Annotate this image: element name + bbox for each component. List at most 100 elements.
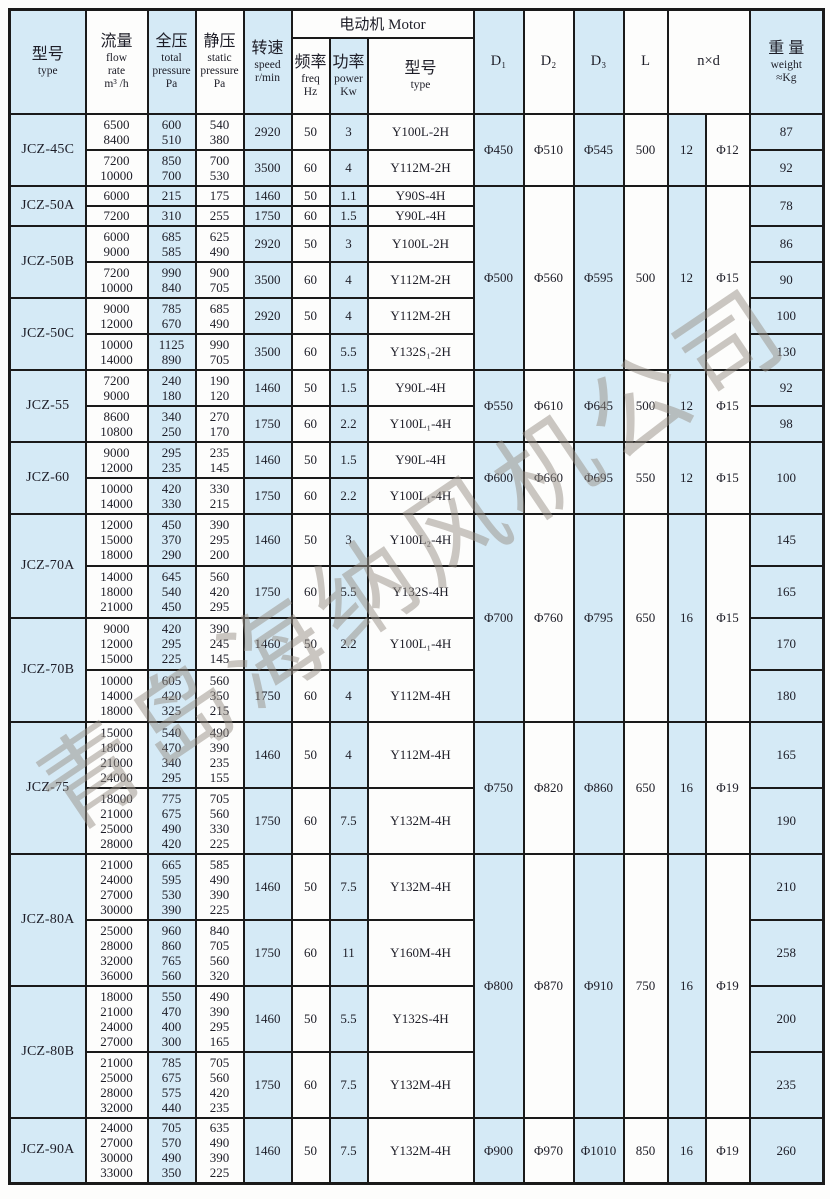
motor-type-cell: Y90L-4H	[366, 440, 475, 479]
power-cell: 4	[328, 668, 369, 723]
header-motor-type-en: type	[410, 79, 431, 92]
l-cell: 650	[622, 720, 669, 855]
d1-cell: Φ900	[472, 1116, 525, 1185]
static-pressure-cell: 560 350 215	[194, 668, 245, 723]
power-cell: 3	[328, 224, 369, 263]
total-pressure-cell: 605 420 325	[146, 668, 197, 723]
d-cell: Φ12	[704, 112, 751, 187]
power-cell: 1.5	[328, 440, 369, 479]
static-pressure-cell: 900 705	[194, 260, 245, 299]
table-row: 25000 28000 32000 36000 960 860 765 560 84…	[10, 918, 825, 987]
d2-cell: Φ970	[522, 1116, 575, 1185]
motor-type-cell: Y112M-2H	[366, 260, 475, 299]
flow-cell: 10000 14000	[84, 332, 149, 371]
weight-cell: 258	[748, 918, 825, 987]
table-row: JCZ-90A 24000 27000 30000 33000 705 570 49…	[8, 1116, 825, 1185]
n-cell: 12	[666, 112, 707, 187]
speed-cell: 1460	[242, 184, 293, 207]
motor-type-cell: Y100L₁-4H	[366, 616, 475, 671]
power-cell: 2.2	[328, 404, 369, 443]
weight-cell: 78	[748, 184, 825, 227]
l-cell: 500	[622, 368, 669, 443]
header-speed-zh: 转速	[251, 39, 284, 57]
total-pressure-cell: 705 570 490 350	[146, 1116, 197, 1185]
model-cell: JCZ-80B	[8, 984, 87, 1119]
weight-cell: 86	[748, 224, 825, 263]
d2-cell: Φ510	[522, 112, 575, 187]
motor-type-cell: Y132M-4H	[366, 852, 475, 921]
flow-cell: 6500 8400	[84, 112, 149, 151]
power-cell: 2.2	[328, 616, 369, 671]
power-cell: 1.5	[328, 368, 369, 407]
static-pressure-cell: 330 215	[194, 476, 245, 515]
header-total-pressure-zh: 全压	[155, 33, 188, 51]
table-row: 10000 14000 420 330 330 215 1750 60 2.2 Y100L₁…	[10, 476, 824, 515]
speed-cell: 1750	[242, 404, 293, 443]
table-row: JCZ-80A 21000 24000 27000 30000 665 595 53…	[8, 852, 825, 1119]
d1-cell: Φ700	[472, 512, 525, 723]
motor-type-cell: Y112M-2H	[366, 148, 475, 187]
static-pressure-cell: 705 560 420 235	[194, 1050, 245, 1119]
header-model-zh: 型号	[31, 46, 64, 64]
power-cell: 11	[328, 918, 369, 987]
l-cell: 500	[622, 112, 669, 187]
table-body: JCZ-45C 6500 8400 600 510 540 380 2920 50 3 Y10…	[8, 112, 825, 1185]
table-row: 7200 10000 990 840 900 705 3500 60 4 Y112M-2H 9…	[10, 260, 825, 299]
table-row: 7200 10000 850 700 700 530 3500 60 4 Y112M-2H 9…	[10, 148, 825, 187]
d2-cell: Φ760	[522, 512, 575, 723]
header-motor-freq: 频率 freq Hz	[290, 36, 331, 115]
table-row: JCZ-60 9000 12000 295 235 235 145 1460 50 1.5 Y…	[8, 440, 825, 515]
weight-cell: 200	[748, 984, 825, 1053]
d2-cell: Φ610	[522, 368, 575, 443]
power-cell: 5.5	[328, 564, 369, 619]
n-cell: 12	[666, 368, 707, 443]
speed-cell: 1460	[242, 720, 293, 789]
weight-cell: 92	[748, 368, 825, 407]
static-pressure-cell: 190 120	[194, 368, 245, 407]
freq-cell: 50	[290, 512, 331, 567]
freq-cell: 50	[290, 440, 331, 479]
flow-cell: 7200 10000	[84, 260, 149, 299]
table-row: 7200 310 255 1750 60 1.5 Y90L-4H	[10, 204, 824, 227]
header-model: 型号 type	[8, 8, 87, 115]
motor-type-cell: Y112M-4H	[366, 720, 475, 789]
table-header: 型号 type 流量 flow rate m³ /h 全压 total pressure …	[8, 8, 825, 115]
freq-cell: 60	[290, 204, 331, 227]
header-motor-power: 功率 power Kw	[328, 36, 369, 115]
motor-type-cell: Y100L-2H	[366, 224, 475, 263]
motor-type-cell: Y112M-2H	[366, 296, 475, 335]
total-pressure-cell: 420 295 225	[146, 616, 197, 671]
model-cell: JCZ-90A	[8, 1116, 87, 1185]
static-pressure-cell: 175	[194, 184, 245, 207]
total-pressure-cell: 310	[146, 204, 197, 227]
weight-cell: 130	[748, 332, 825, 371]
table-row: 10000 14000 1125 890 990 705 3500 60 5.5 Y132S…	[10, 332, 825, 371]
static-pressure-cell: 635 490 390 225	[194, 1116, 245, 1185]
flow-cell: 25000 28000 32000 36000	[84, 918, 149, 987]
header-total-pressure-en: total pressure Pa	[152, 52, 191, 91]
d3-cell: Φ645	[572, 368, 625, 443]
speed-cell: 3500	[242, 148, 293, 187]
model-cell: JCZ-50C	[8, 296, 87, 371]
model-cell: JCZ-50A	[8, 184, 87, 227]
d-cell: Φ19	[704, 720, 751, 855]
flow-cell: 18000 21000 25000 28000	[84, 786, 149, 855]
motor-type-cell: Y100L₁-4H	[366, 476, 475, 515]
total-pressure-cell: 550 470 400 300	[146, 984, 197, 1053]
motor-type-cell: Y100L₂-4H	[366, 512, 475, 567]
speed-cell: 2920	[242, 112, 293, 151]
weight-cell: 92	[748, 148, 825, 187]
header-l: L	[622, 8, 669, 115]
d3-cell: Φ860	[572, 720, 625, 855]
d2-cell: Φ820	[522, 720, 575, 855]
static-pressure-cell: 840 705 560 320	[194, 918, 245, 987]
total-pressure-cell: 240 180	[146, 368, 197, 407]
model-cell: JCZ-45C	[8, 112, 87, 187]
d-cell: Φ15	[704, 184, 751, 371]
d-cell: Φ15	[704, 368, 751, 443]
weight-cell: 190	[748, 786, 825, 855]
total-pressure-cell: 665 595 530 390	[146, 852, 197, 921]
weight-cell: 100	[748, 440, 825, 515]
d2-cell: Φ660	[522, 440, 575, 515]
freq-cell: 60	[290, 1050, 331, 1119]
